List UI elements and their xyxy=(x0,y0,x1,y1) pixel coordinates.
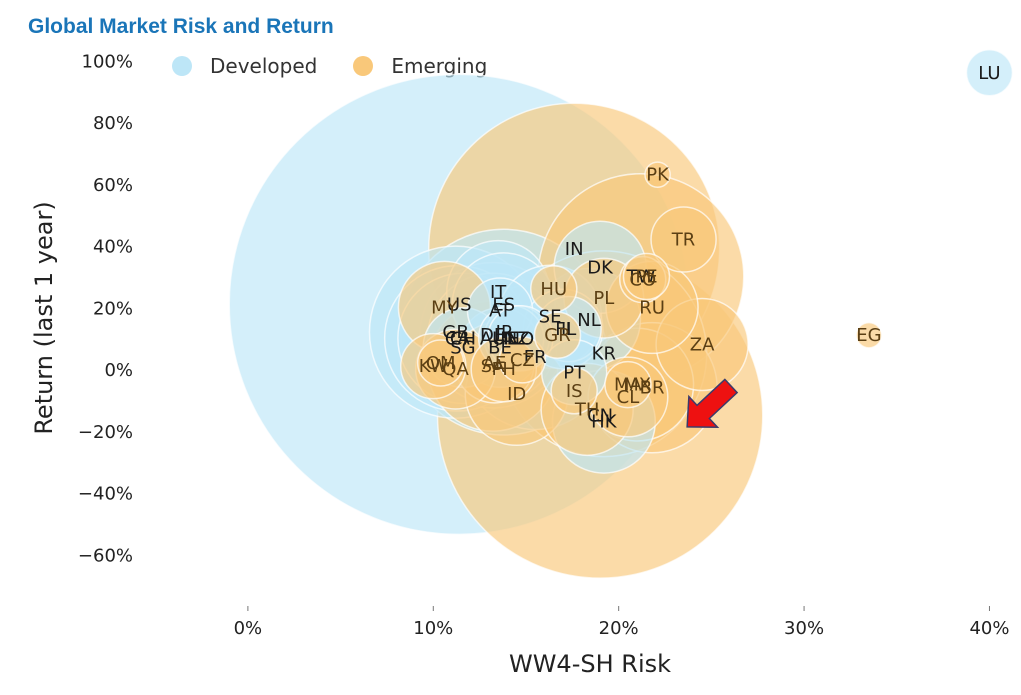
bubble-label-nl: NL xyxy=(577,310,601,331)
bubble-label-at: AT xyxy=(489,301,512,322)
bubble-label-au: AU xyxy=(480,328,506,349)
bubble-label-ma: MA xyxy=(614,375,643,396)
bubble-eg[interactable] xyxy=(855,321,883,349)
bubble-label-jp: JP xyxy=(495,322,512,343)
bubble-label-ph: PH xyxy=(492,359,516,380)
bubble-label-be: BE xyxy=(488,338,512,359)
y-tick-label: 60% xyxy=(93,175,133,196)
bubble-label-dk: DK xyxy=(587,257,614,278)
bubble-label-fi: FI xyxy=(555,319,571,340)
bubble-label-gr: GR xyxy=(544,325,570,346)
x-tick-label: 20% xyxy=(599,618,639,639)
bubble-label-pk: PK xyxy=(646,165,670,186)
bubble-label-es: ES xyxy=(492,294,515,315)
bubble-label-za: ZA xyxy=(690,334,715,355)
bubble-label-ch: CH xyxy=(450,328,476,349)
y-tick-label: 100% xyxy=(82,51,133,72)
bubble-om[interactable] xyxy=(416,339,465,387)
bubble-label-eg: EG xyxy=(856,325,881,346)
bubble-lu[interactable] xyxy=(965,49,1014,97)
bubble-label-ca: CA xyxy=(445,328,471,349)
y-axis-ticks: 100% 80% 60% 40% 20% 0% −20% −40% −60% xyxy=(78,51,133,566)
chart-title: Global Market Risk and Return xyxy=(28,15,334,38)
bubble-label-no: NO xyxy=(507,328,535,349)
bubble-label-tw: TW xyxy=(626,267,656,288)
legend-swatch-emerging xyxy=(353,56,374,76)
bubble-label-om: OM xyxy=(426,353,456,374)
bubble-label-lu: LU xyxy=(978,63,1000,84)
y-tick-label: 0% xyxy=(104,360,133,381)
bubble-label-co: CO xyxy=(629,270,656,291)
red-arrow xyxy=(686,378,739,429)
bubble-label-sg: SG xyxy=(450,338,475,359)
x-axis-ticks: 0% 10% 20% 30% 40% xyxy=(234,606,1009,639)
bubble-label-th: TH xyxy=(574,399,600,420)
bubble-label-cl: CL xyxy=(617,387,640,408)
bubble-label-my: MY xyxy=(431,297,459,318)
bubble-label-kr: KR xyxy=(592,344,616,365)
bubble-is[interactable] xyxy=(550,367,598,415)
y-axis-title: Return (last 1 year) xyxy=(30,201,58,434)
bubble-label-id: ID xyxy=(507,384,526,405)
bubble-label-de: DE xyxy=(480,325,505,346)
bubble-label-qa: QA xyxy=(442,359,469,380)
x-tick-label: 0% xyxy=(234,618,263,639)
legend-label-developed: Developed xyxy=(210,54,318,78)
bubble-label-mx: MX xyxy=(623,375,651,396)
bubble-label-ru: RU xyxy=(639,297,665,318)
bubble-label-br: BR xyxy=(640,378,665,399)
bubble-gr[interactable] xyxy=(533,311,582,359)
x-tick-label: 10% xyxy=(413,618,453,639)
bubble-label-ie: IE xyxy=(503,328,520,349)
x-axis-title: WW4-SH Risk xyxy=(509,650,671,678)
bubble-label-is: IS xyxy=(566,381,583,402)
y-tick-label: −40% xyxy=(78,484,133,505)
bubble-label-ae: AE xyxy=(483,353,507,374)
y-tick-label: 80% xyxy=(93,113,133,134)
bubble-pe[interactable] xyxy=(622,252,671,301)
red-arrow-annotation xyxy=(686,378,739,429)
legend: Developed Emerging xyxy=(172,54,523,78)
bubble-label-kw: KW xyxy=(419,356,448,377)
bubble-label-hu: HU xyxy=(540,279,567,300)
bubble-label-il: IL xyxy=(561,319,576,340)
x-tick-label: 30% xyxy=(784,618,824,639)
bubble-label-sa: SA xyxy=(481,356,506,377)
y-tick-label: −60% xyxy=(78,545,133,566)
bubble-tr[interactable] xyxy=(650,206,717,273)
y-tick-label: −20% xyxy=(78,422,133,443)
x-tick-label: 40% xyxy=(969,618,1009,639)
bubble-label-fr: FR xyxy=(524,347,547,368)
bubble-cz[interactable] xyxy=(498,336,547,384)
bubble-label-pe: PE xyxy=(635,267,657,288)
bubble-label-nz: NZ xyxy=(504,328,530,349)
bubble-label-cz: CZ xyxy=(510,350,535,371)
bubble-label-hk: HK xyxy=(591,412,618,433)
bubble-label-tr: TR xyxy=(671,230,696,251)
bubble-label-in: IN xyxy=(565,239,584,260)
legend-item-developed[interactable]: Developed xyxy=(172,54,317,78)
bubble-label-pl: PL xyxy=(593,288,614,309)
bubble-label-pt: PT xyxy=(563,362,586,383)
y-tick-label: 40% xyxy=(93,237,133,258)
bubble-label-se: SE xyxy=(539,307,562,328)
bubble-label-it: IT xyxy=(490,282,507,303)
bubble-ma[interactable] xyxy=(604,360,652,409)
bubble-label-us: US xyxy=(447,294,472,315)
y-tick-label: 20% xyxy=(93,298,133,319)
legend-swatch-developed xyxy=(172,56,192,76)
bubble-label-gb: GB xyxy=(442,322,468,343)
bubble-label-cn: CN xyxy=(587,405,613,426)
bubble-pk[interactable] xyxy=(644,161,671,189)
bubbles-layer xyxy=(228,49,1014,579)
